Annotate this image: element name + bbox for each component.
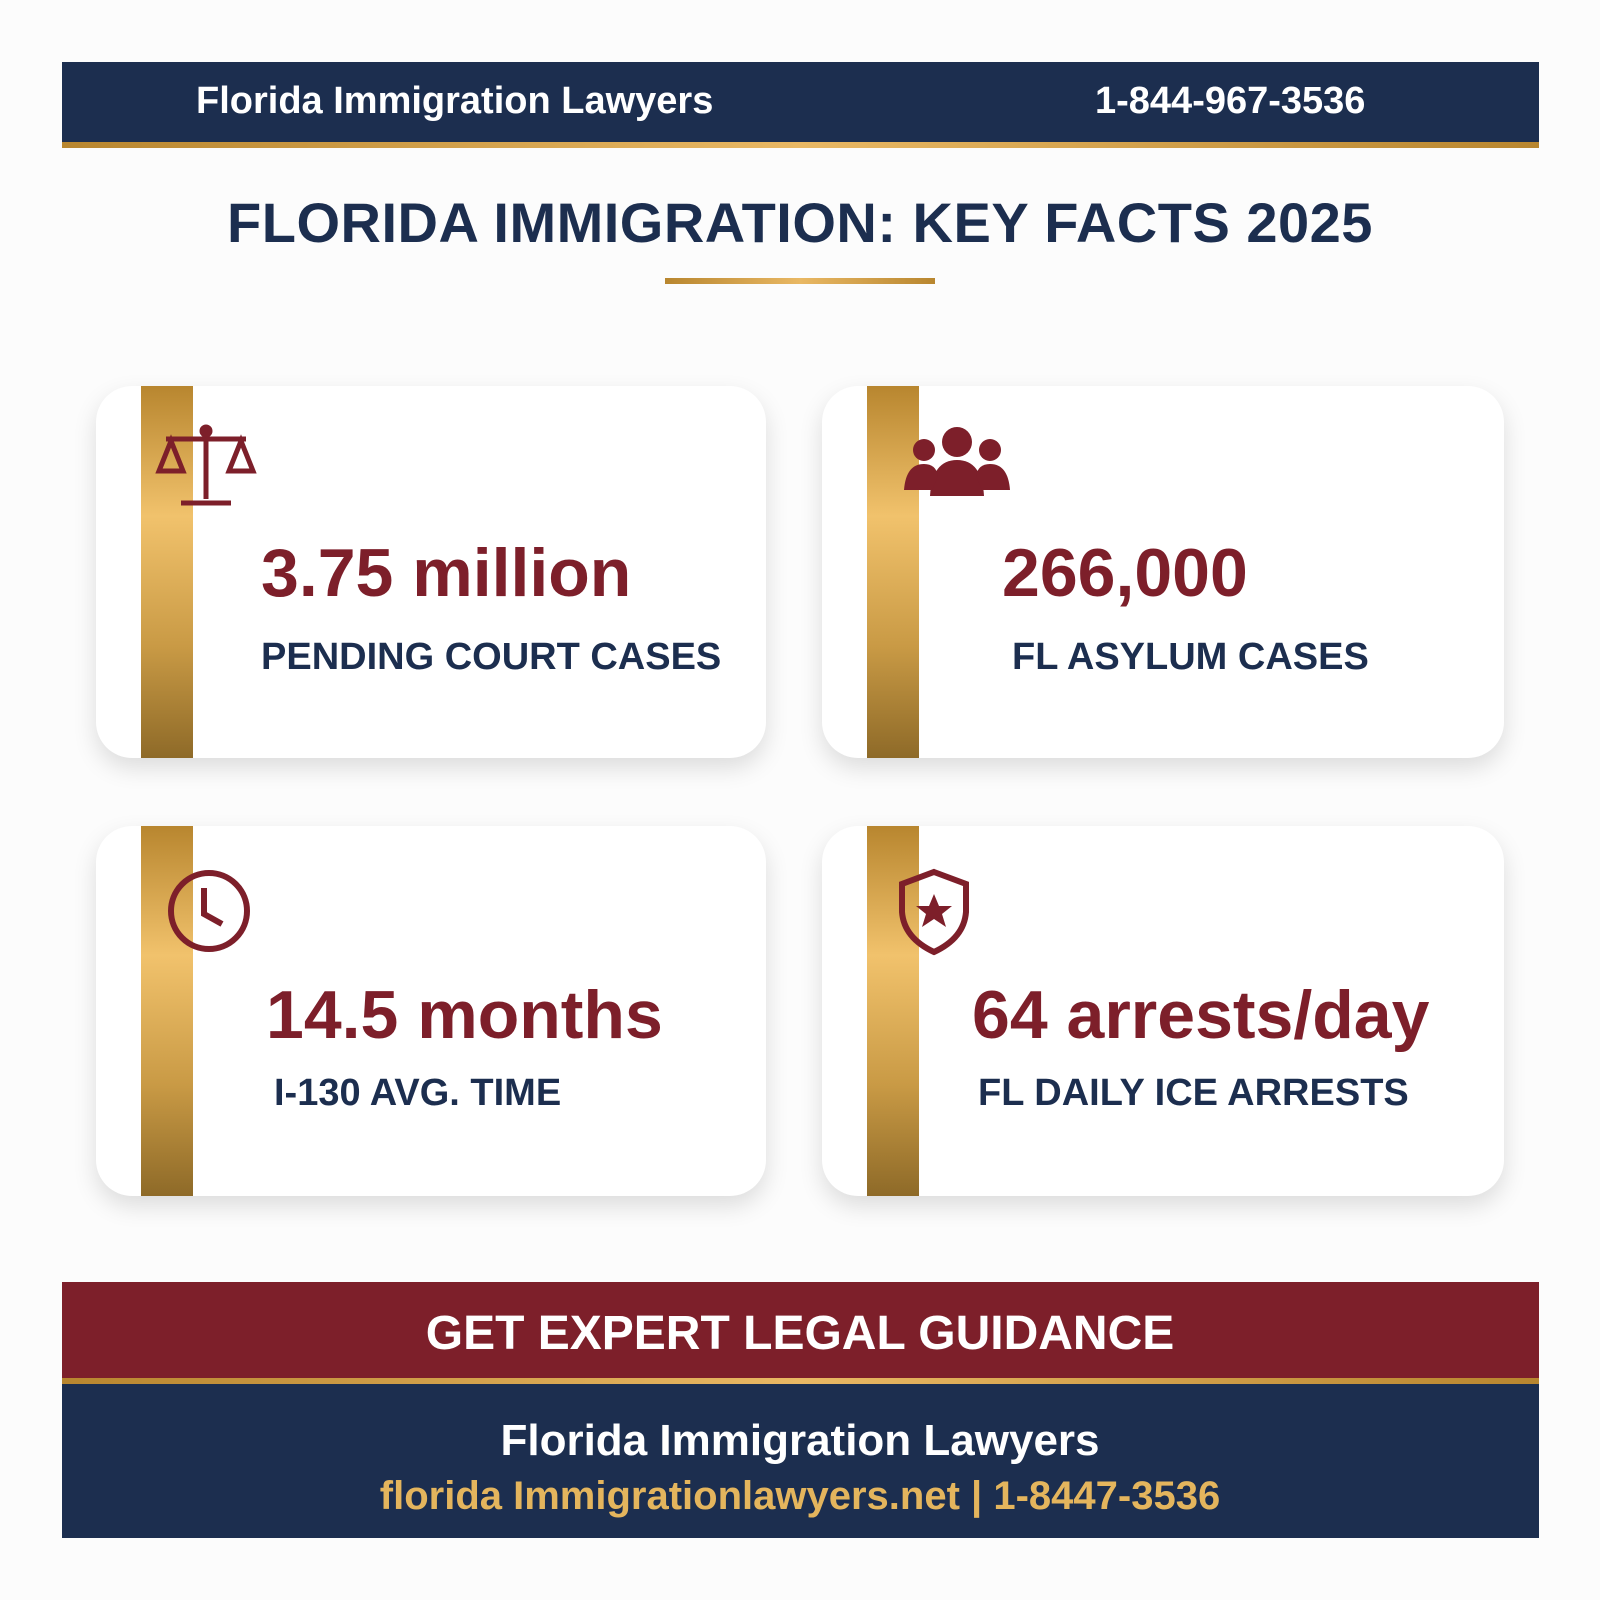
fact-card: 14.5 months I-130 AVG. TIME (96, 826, 766, 1196)
scales-icon (155, 424, 257, 506)
card-accent (867, 826, 919, 1196)
people-icon (904, 427, 1010, 496)
fact-value: 266,000 (1002, 535, 1248, 611)
fact-card: 64 arrests/day FL DAILY ICE ARRESTS (822, 826, 1504, 1196)
footer-rule (62, 1378, 1539, 1384)
fact-label: FL ASYLUM CASES (1012, 636, 1369, 678)
header-phone: 1-844-967-3536 (1095, 80, 1366, 122)
card-accent (141, 826, 193, 1196)
clock-icon (168, 870, 250, 952)
page-title: FLORIDA IMMIGRATION: KEY FACTS 2025 (227, 191, 1373, 254)
fact-value: 3.75 million (261, 535, 632, 611)
fact-label: PENDING COURT CASES (261, 636, 722, 678)
fact-label: I-130 AVG. TIME (274, 1072, 562, 1114)
shield-icon (899, 868, 969, 956)
header-rule (62, 142, 1539, 148)
fact-card: 3.75 million PENDING COURT CASES (96, 386, 766, 758)
cta-text: GET EXPERT LEGAL GUIDANCE (425, 1307, 1175, 1360)
cta-bar (62, 1282, 1539, 1378)
fact-card: 266,000 FL ASYLUM CASES (822, 386, 1504, 758)
footer-contact: florida Immigrationlawyers.net | 1-8447-… (379, 1474, 1221, 1518)
footer-brand: Florida Immigration Lawyers (500, 1416, 1100, 1465)
fact-label: FL DAILY ICE ARRESTS (978, 1072, 1409, 1114)
header-brand: Florida Immigration Lawyers (196, 80, 714, 122)
footer-bar (62, 1384, 1539, 1538)
fact-value: 14.5 months (266, 977, 663, 1053)
fact-value: 64 arrests/day (972, 977, 1430, 1053)
title-underline (665, 278, 935, 284)
header-bar (62, 62, 1539, 142)
card-accent (867, 386, 919, 758)
